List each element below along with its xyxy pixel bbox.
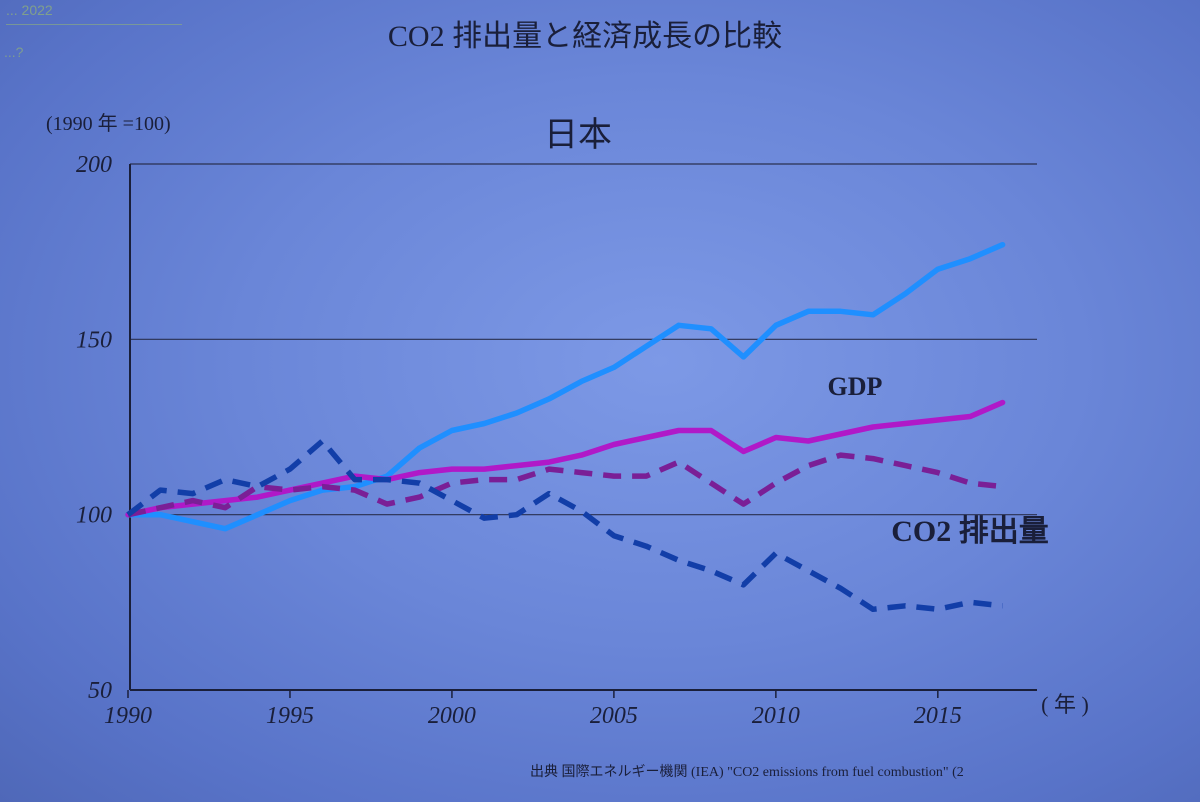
x-tick-labels: 1990 1995 2000 2005 2010 2015 bbox=[104, 703, 962, 729]
x-tick-label-5: 2015 bbox=[914, 703, 962, 729]
series-line-1 bbox=[125, 399, 1006, 518]
y-tick-label-0: 200 bbox=[76, 152, 112, 178]
series-line-3 bbox=[126, 438, 1003, 613]
corner-text-bottom: ...? bbox=[4, 44, 24, 60]
y-tick-label-1: 150 bbox=[76, 327, 112, 353]
chart-subtitle: 日本 bbox=[544, 116, 612, 154]
y-axis-label: (1990 年 =100) bbox=[46, 112, 171, 135]
y-tick-label-3: 50 bbox=[88, 678, 112, 704]
y-tick-labels: 200 150 100 50 bbox=[76, 152, 112, 704]
x-tick-label-2: 2000 bbox=[428, 703, 476, 729]
corner-overlay: ... 2022 ...? bbox=[0, 0, 190, 70]
series-lines bbox=[125, 241, 1006, 613]
chart-title: CO2 排出量と経済成長の比較 bbox=[388, 20, 782, 53]
y-tick-label-2: 100 bbox=[76, 503, 112, 529]
x-tick-label-3: 2005 bbox=[590, 703, 638, 729]
co2-label: CO2 排出量 bbox=[891, 515, 1049, 548]
gdp-label: GDP bbox=[828, 372, 883, 401]
corner-arrow bbox=[6, 24, 182, 25]
x-tick-label-0: 1990 bbox=[104, 703, 152, 729]
series-line-0 bbox=[125, 241, 1006, 532]
x-axis-label: ( 年 ) bbox=[1041, 692, 1089, 717]
x-tick-label-4: 2010 bbox=[752, 703, 800, 729]
x-tick-label-1: 1995 bbox=[266, 703, 314, 729]
corner-text-top: ... 2022 bbox=[6, 2, 53, 18]
series-line-2 bbox=[127, 452, 1003, 518]
axes bbox=[127, 164, 1037, 698]
source-note: 出典 国際エネルギー機関 (IEA) "CO2 emissions from f… bbox=[530, 764, 964, 780]
